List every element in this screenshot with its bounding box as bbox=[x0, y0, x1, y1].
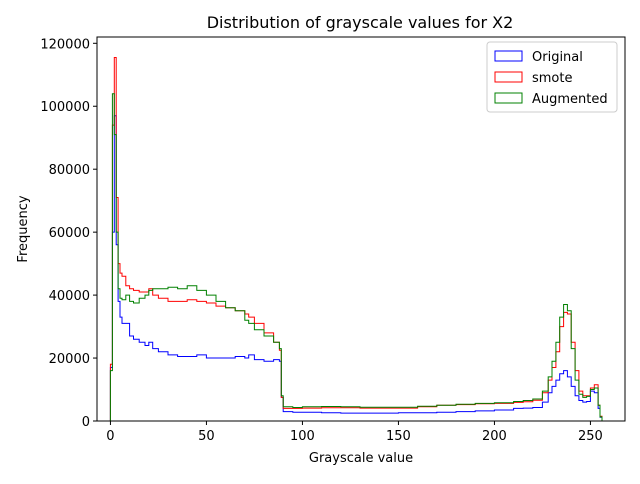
legend-swatch-smote bbox=[494, 71, 523, 83]
plot-frame bbox=[96, 36, 626, 422]
x-tick-label: 150 bbox=[386, 429, 411, 444]
legend-box bbox=[486, 41, 618, 113]
legend-label-augmented: Augmented bbox=[532, 92, 608, 107]
legend-label-smote: smote bbox=[532, 71, 573, 86]
y-axis-label: Frequency bbox=[16, 195, 31, 262]
legend: Original smote Augmented bbox=[486, 41, 618, 113]
y-axis: 0 20000 40000 60000 80000 100000 120000 bbox=[40, 37, 97, 430]
x-tick-label: 0 bbox=[106, 429, 114, 444]
x-axis: 0 50 100 150 200 250 bbox=[106, 421, 603, 444]
x-tick-label: 100 bbox=[290, 429, 315, 444]
legend-label-original: Original bbox=[532, 50, 583, 65]
y-tick-label: 0 bbox=[82, 415, 90, 430]
chart-title: Distribution of grayscale values for X2 bbox=[207, 13, 514, 32]
legend-swatch-original bbox=[494, 50, 523, 62]
y-tick-label: 40000 bbox=[49, 289, 90, 304]
x-tick-label: 50 bbox=[198, 429, 215, 444]
y-tick-label: 120000 bbox=[40, 37, 90, 52]
legend-swatch-augmented bbox=[494, 92, 523, 104]
series-line-smote bbox=[109, 57, 604, 422]
series-line-augmented bbox=[109, 93, 604, 422]
x-tick-label: 200 bbox=[482, 429, 507, 444]
y-tick-label: 20000 bbox=[49, 352, 90, 367]
series-layer bbox=[109, 57, 604, 422]
series-line-original bbox=[109, 115, 604, 422]
x-axis-label: Grayscale value bbox=[309, 451, 413, 466]
y-tick-label: 80000 bbox=[49, 163, 90, 178]
y-tick-label: 60000 bbox=[49, 226, 90, 241]
x-tick-label: 250 bbox=[578, 429, 603, 444]
y-tick-label: 100000 bbox=[40, 100, 90, 115]
